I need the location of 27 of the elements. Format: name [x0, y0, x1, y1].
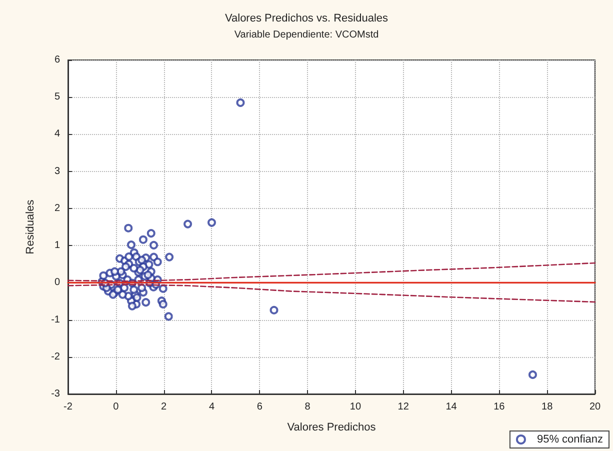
x-tick-label: 12 — [398, 402, 410, 412]
x-axis-title: Valores Predichos — [287, 422, 376, 434]
legend-label: 95% confianz — [536, 434, 604, 446]
x-tick-label: 6 — [256, 402, 263, 412]
y-tick-label: 2 — [54, 202, 60, 214]
y-tick-label: 0 — [54, 277, 60, 288]
y-tick-label: 1 — [54, 240, 60, 252]
y-tick-label: -3 — [51, 388, 60, 400]
x-tick-label: 8 — [304, 402, 311, 412]
y-tick-label: 5 — [54, 92, 60, 103]
x-tick-label: 10 — [350, 402, 362, 412]
chart-title: Valores Predichos vs. Residuales — [224, 12, 389, 24]
y-tick-label: 3 — [54, 166, 60, 177]
x-tick-label: 4 — [208, 402, 215, 412]
y-tick-label: 6 — [54, 54, 60, 66]
x-tick-label: 18 — [542, 402, 554, 412]
x-tick-label: 14 — [446, 402, 458, 412]
x-tick-label: 0 — [113, 402, 120, 412]
chart-subtitle: Variable Dependiente: VCOMstd — [234, 30, 379, 40]
x-tick-label: 20 — [589, 402, 601, 412]
y-tick-label: 4 — [54, 128, 60, 140]
x-tick-label: 2 — [161, 402, 168, 412]
y-axis-title: Residuales — [24, 199, 36, 254]
y-tick-label: -1 — [51, 314, 60, 326]
x-tick-label: -2 — [64, 402, 73, 412]
y-tick-label: -2 — [51, 351, 60, 362]
x-tick-label: 16 — [494, 402, 506, 412]
